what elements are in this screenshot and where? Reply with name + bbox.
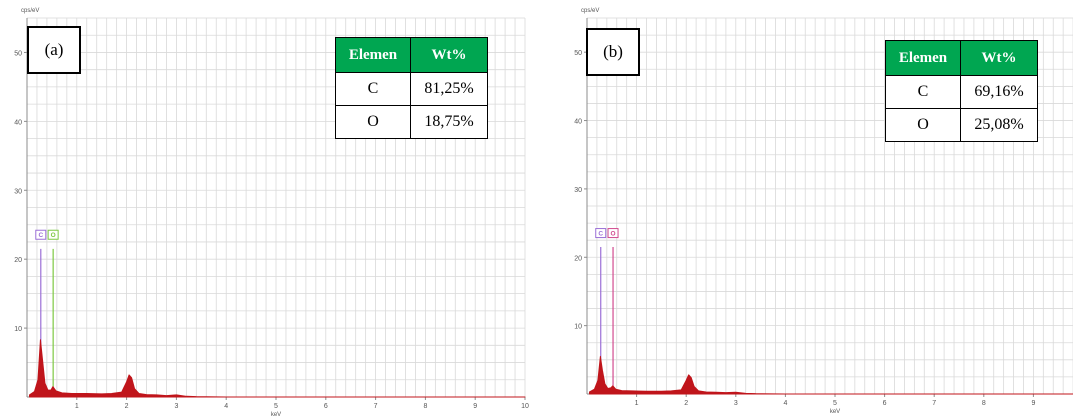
x-tick-label: 10: [521, 403, 529, 410]
header-wt: Wt%: [410, 37, 488, 73]
y-tick-label: 30: [574, 187, 582, 194]
y-tick-label: 50: [574, 50, 582, 57]
table-header-row: Elemen Wt%: [885, 40, 1038, 76]
eds-panel-a: 10 20 30 40 50 1 2 3 4 5 6 7 8 9 10 cps/eV keV C O (a) Ele…: [14, 8, 529, 418]
y-axis-label: cps/eV: [21, 8, 39, 14]
grid: [26, 17, 526, 398]
spectrum-series: [588, 355, 1073, 395]
y-tick-label: 30: [14, 188, 22, 195]
x-tick-label: 6: [883, 400, 887, 407]
x-axis-label: keV: [271, 412, 281, 418]
x-tick-label: 2: [684, 400, 688, 407]
element-marker-box: [607, 228, 619, 239]
x-tick-label: 2: [125, 403, 129, 410]
element-marker-box: [47, 229, 59, 240]
eds-panel-b: 10 20 30 40 50 1 2 3 4 5 6 7 8 9 cps/eV keV C O (b) Eleme…: [560, 0, 1073, 418]
element-marker-label: C: [598, 231, 603, 238]
table-row: O 25,08%: [885, 108, 1038, 142]
table-cell-element: C: [885, 75, 961, 109]
y-axis-label: cps/eV: [581, 8, 599, 14]
header-element: Elemen: [335, 37, 411, 73]
y-tick-label: 40: [574, 119, 582, 126]
element-marker-label: C: [38, 232, 43, 239]
x-tick-label: 9: [473, 403, 477, 410]
y-tick-label: 40: [14, 119, 22, 126]
spectrum-series: [28, 339, 526, 398]
composition-table-a: Elemen Wt% C 81,25% O 18,75%: [335, 37, 488, 139]
x-tick-label: 5: [274, 403, 278, 410]
y-tick-label: 20: [574, 255, 582, 262]
table-cell-wt: 69,16%: [960, 75, 1038, 109]
y-tick-label: 20: [14, 257, 22, 264]
x-axis-label: keV: [830, 409, 840, 415]
panel-label-a: (a): [27, 26, 81, 74]
element-marker-box: [595, 228, 607, 239]
x-tick-label: 7: [932, 400, 936, 407]
x-tick-label: 8: [423, 403, 427, 410]
x-tick-label: 1: [75, 403, 79, 410]
panel-label-b: (b): [586, 28, 640, 76]
y-tick-label: 10: [14, 326, 22, 333]
header-element: Elemen: [885, 40, 961, 76]
table-row: C 69,16%: [885, 75, 1038, 109]
x-tick-label: 9: [1031, 400, 1035, 407]
y-tick-label: 10: [574, 324, 582, 331]
composition-table-b: Elemen Wt% C 69,16% O 25,08%: [885, 40, 1038, 142]
table-cell-wt: 25,08%: [960, 108, 1038, 142]
table-row: O 18,75%: [335, 105, 488, 139]
element-marker-label: O: [51, 232, 56, 239]
table-row: C 81,25%: [335, 72, 488, 106]
table-cell-element: O: [885, 108, 961, 142]
table-header-row: Elemen Wt%: [335, 37, 488, 73]
x-tick-label: 4: [224, 403, 228, 410]
x-tick-label: 4: [783, 400, 787, 407]
y-tick-label: 50: [14, 50, 22, 57]
table-cell-element: C: [335, 72, 411, 106]
header-wt: Wt%: [960, 40, 1038, 76]
element-marker-box: [35, 229, 47, 240]
table-cell-element: O: [335, 105, 411, 139]
table-cell-wt: 81,25%: [410, 72, 488, 106]
x-tick-label: 6: [324, 403, 328, 410]
x-tick-label: 5: [833, 400, 837, 407]
x-tick-label: 3: [174, 403, 178, 410]
x-tick-label: 3: [734, 400, 738, 407]
x-tick-label: 1: [635, 400, 639, 407]
x-tick-label: 7: [374, 403, 378, 410]
element-marker-label: O: [611, 231, 616, 238]
x-tick-label: 8: [982, 400, 986, 407]
table-cell-wt: 18,75%: [410, 105, 488, 139]
